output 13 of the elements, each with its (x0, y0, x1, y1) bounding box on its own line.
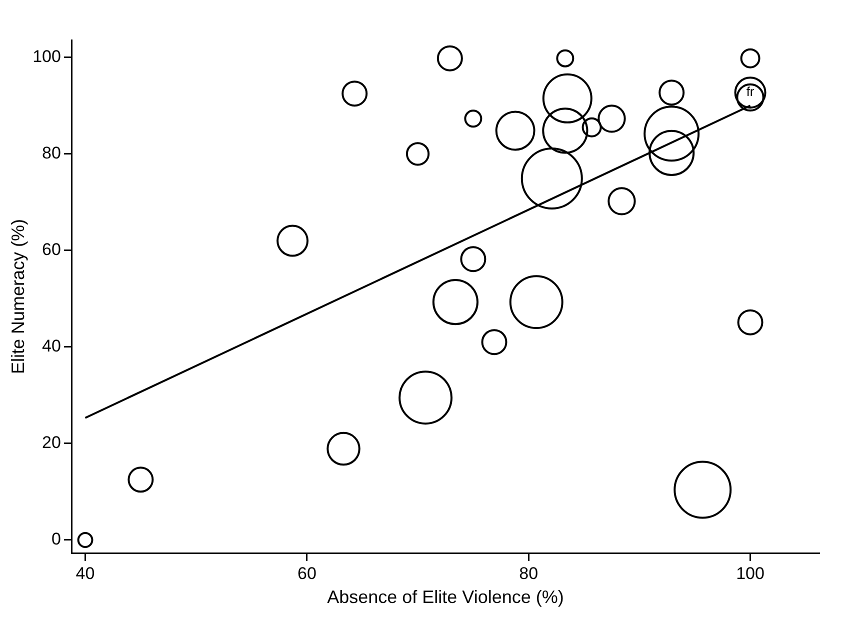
y-tick-label: 0 (51, 530, 61, 549)
y-axis-title: Elite Numeracy (%) (8, 218, 28, 374)
y-tick-label: 80 (42, 144, 61, 163)
y-tick-label: 40 (42, 336, 61, 356)
x-tick-label: 100 (736, 564, 764, 583)
x-tick-label: 40 (76, 564, 95, 583)
x-axis-title: Absence of Elite Violence (%) (327, 587, 564, 608)
y-tick-label: 60 (42, 240, 61, 260)
x-tick-label: 80 (519, 564, 538, 583)
x-tick-label: 60 (297, 564, 316, 583)
annotation: fr (746, 84, 755, 100)
y-tick-label: 100 (32, 47, 61, 66)
y-tick-label: 20 (42, 433, 61, 452)
